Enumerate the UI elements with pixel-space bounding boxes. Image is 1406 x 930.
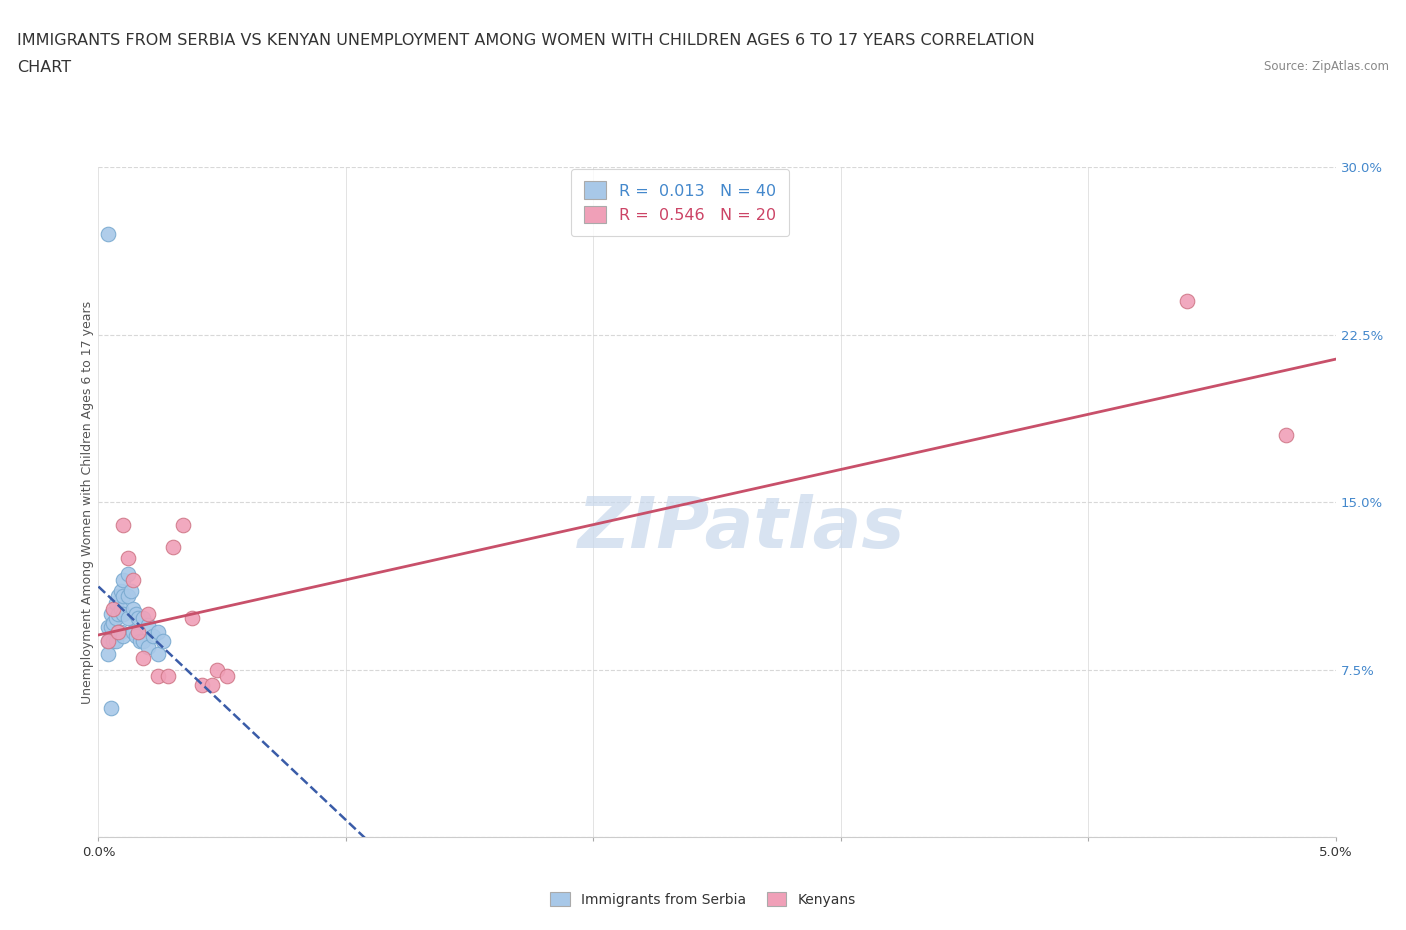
Text: IMMIGRANTS FROM SERBIA VS KENYAN UNEMPLOYMENT AMONG WOMEN WITH CHILDREN AGES 6 T: IMMIGRANTS FROM SERBIA VS KENYAN UNEMPLO… bbox=[17, 33, 1035, 47]
Point bbox=[191, 678, 214, 693]
Point bbox=[136, 618, 159, 632]
Point bbox=[117, 551, 139, 565]
Point bbox=[107, 624, 129, 639]
Point bbox=[117, 566, 139, 581]
Point bbox=[120, 584, 142, 599]
Point bbox=[132, 611, 155, 626]
Point bbox=[146, 624, 169, 639]
Point bbox=[122, 573, 145, 588]
Point bbox=[122, 624, 145, 639]
Point bbox=[127, 624, 149, 639]
Point bbox=[205, 662, 228, 677]
Point bbox=[132, 651, 155, 666]
Point bbox=[100, 606, 122, 621]
Point bbox=[112, 589, 135, 604]
Point bbox=[103, 616, 125, 631]
Legend: Immigrants from Serbia, Kenyans: Immigrants from Serbia, Kenyans bbox=[543, 885, 863, 914]
Text: ZIPatlas: ZIPatlas bbox=[578, 495, 905, 564]
Point bbox=[110, 602, 132, 617]
Point bbox=[100, 700, 122, 715]
Point bbox=[107, 624, 129, 639]
Point bbox=[146, 669, 169, 684]
Point bbox=[107, 606, 129, 621]
Point bbox=[1275, 428, 1298, 443]
Point bbox=[117, 611, 139, 626]
Point bbox=[112, 517, 135, 532]
Point bbox=[152, 633, 174, 648]
Point bbox=[136, 640, 159, 655]
Point bbox=[146, 646, 169, 661]
Point bbox=[117, 589, 139, 604]
Point bbox=[107, 589, 129, 604]
Point bbox=[103, 633, 125, 648]
Point bbox=[162, 539, 184, 554]
Point bbox=[112, 606, 135, 621]
Point bbox=[127, 611, 149, 626]
Point bbox=[132, 633, 155, 648]
Point bbox=[97, 227, 120, 242]
Point bbox=[172, 517, 194, 532]
Point bbox=[97, 633, 120, 648]
Point bbox=[112, 573, 135, 588]
Point bbox=[129, 633, 152, 648]
Point bbox=[100, 619, 122, 634]
Point bbox=[136, 606, 159, 621]
Point bbox=[142, 629, 165, 644]
Point bbox=[217, 669, 239, 684]
Text: CHART: CHART bbox=[17, 60, 70, 75]
Point bbox=[1175, 294, 1198, 309]
Point bbox=[112, 629, 135, 644]
Point bbox=[181, 611, 204, 626]
Point bbox=[103, 602, 125, 617]
Point bbox=[201, 678, 224, 693]
Point bbox=[124, 606, 146, 621]
Point bbox=[104, 611, 127, 626]
Point bbox=[97, 619, 120, 634]
Point bbox=[124, 629, 146, 644]
Point bbox=[97, 633, 120, 648]
Point bbox=[104, 633, 127, 648]
Point bbox=[110, 624, 132, 639]
Point bbox=[110, 584, 132, 599]
Legend: R =  0.013   N = 40, R =  0.546   N = 20: R = 0.013 N = 40, R = 0.546 N = 20 bbox=[571, 168, 789, 236]
Point bbox=[97, 646, 120, 661]
Point bbox=[104, 595, 127, 610]
Text: Source: ZipAtlas.com: Source: ZipAtlas.com bbox=[1264, 60, 1389, 73]
Point bbox=[122, 602, 145, 617]
Y-axis label: Unemployment Among Women with Children Ages 6 to 17 years: Unemployment Among Women with Children A… bbox=[80, 300, 94, 704]
Point bbox=[156, 669, 179, 684]
